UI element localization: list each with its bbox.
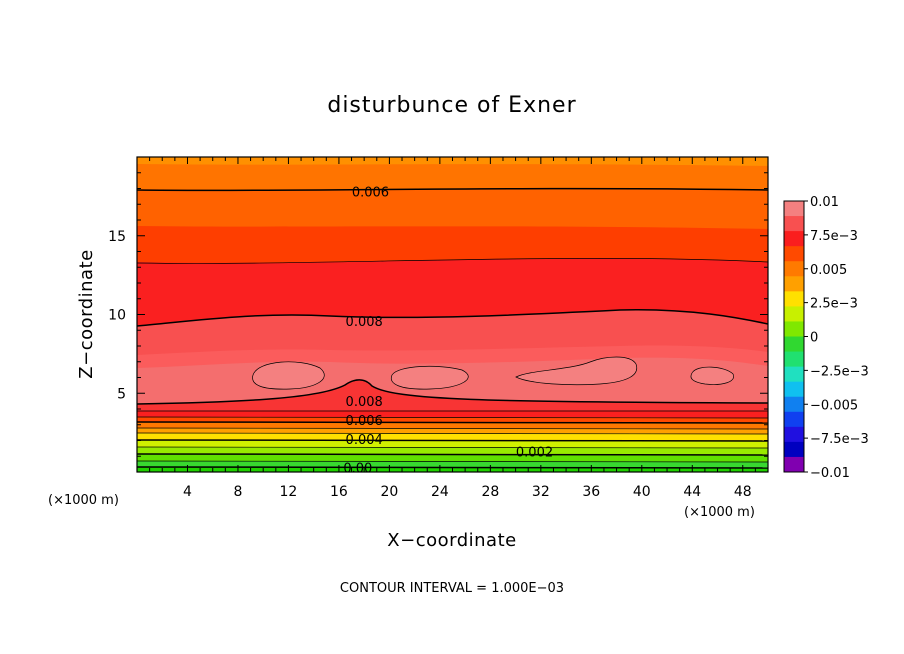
x-tick-label: 8 [233, 484, 242, 500]
colorbar-swatch [784, 336, 804, 353]
colorbar-swatch [784, 216, 804, 232]
colorbar-label: 0.01 [810, 195, 839, 210]
colorbar-label: 0.005 [810, 263, 847, 278]
colorbar-swatch [784, 291, 804, 307]
x-tick-label: 40 [633, 484, 651, 500]
colorbar-swatch [784, 396, 804, 413]
colorbar-swatch [784, 456, 804, 473]
x-unit-label-left: (×1000 m) [48, 493, 119, 508]
colorbar-label: 2.5e−3 [810, 297, 858, 312]
x-tick-label: 44 [683, 484, 701, 500]
y-tick-label: 15 [108, 229, 126, 245]
contour-line [515, 356, 638, 386]
contour-interval-note: CONTOUR INTERVAL = 1.000E−03 [340, 581, 564, 596]
colorbar-swatch [784, 246, 804, 262]
contour-label: 0.002 [516, 446, 553, 461]
contour-line [137, 466, 768, 469]
colorbar-swatch [784, 201, 804, 217]
x-axis-label: X−coordinate [387, 530, 516, 551]
x-tick-labels: 4 8 12 16 20 24 28 32 36 40 44 48 [183, 484, 752, 500]
x-tick-label: 24 [431, 484, 449, 500]
chart-title: disturbunce of Exner [327, 93, 576, 118]
y-tick-labels: 5 10 15 [108, 229, 126, 403]
fill-blob [252, 361, 325, 390]
contour-fill-field: 0.006 0.008 0.008 0.006 0.004 0.002 0.00 [137, 157, 768, 476]
contour-label: 0.006 [346, 414, 383, 429]
contour-line [690, 366, 734, 385]
contour-label: 0.008 [346, 395, 383, 410]
x-tick-label: 12 [280, 484, 298, 500]
colorbar-swatch [784, 441, 804, 458]
contour-line [137, 187, 768, 192]
fill-blob [391, 366, 469, 390]
colorbar-label: −0.01 [810, 466, 850, 481]
contour-line [137, 308, 768, 327]
colorbar-swatch [784, 306, 804, 322]
contour-line [137, 421, 768, 424]
contour-line [137, 257, 768, 264]
colorbar-swatch [784, 276, 804, 292]
colorbar-swatch [784, 231, 804, 247]
colorbar [783, 200, 805, 473]
contour-label: 0.004 [346, 433, 383, 448]
y-tick-label: 10 [108, 308, 126, 324]
axis-ticks [137, 157, 768, 472]
fill-blob [516, 357, 637, 385]
contour-line [137, 453, 768, 456]
y-tick-label: 5 [117, 386, 126, 402]
fill-blob [690, 367, 734, 385]
colorbar-swatch [784, 261, 804, 277]
colorbar-swatch [784, 366, 804, 383]
colorbar-label: 0 [810, 331, 818, 346]
y-axis-label: Z−coordinate [76, 249, 97, 378]
colorbar-labels: 0.01 7.5e−3 0.005 2.5e−3 0 −2.5e−3 −0.005 −7.5e… [804, 195, 869, 481]
colorbar-label: 7.5e−3 [810, 229, 858, 244]
x-tick-label: 32 [532, 484, 550, 500]
colorbar-label: −7.5e−3 [810, 432, 869, 447]
x-tick-label: 4 [183, 484, 192, 500]
colorbar-swatch [784, 321, 804, 337]
x-tick-label: 36 [582, 484, 600, 500]
contour-line [390, 365, 469, 390]
colorbar-swatch [784, 381, 804, 398]
x-tick-label: 28 [481, 484, 499, 500]
x-tick-label: 16 [330, 484, 348, 500]
contour-label: 0.00 [343, 461, 372, 476]
colorbar-swatch [784, 351, 804, 368]
contour-label-group: 0.006 0.008 0.008 0.006 0.004 0.002 0.00 [343, 186, 553, 476]
colorbar-swatch [784, 426, 804, 443]
x-tick-label: 48 [734, 484, 752, 500]
colorbar-label: −0.005 [810, 398, 858, 413]
colorbar-swatch [784, 411, 804, 428]
contour-label: 0.006 [352, 186, 389, 201]
colorbar-label: −2.5e−3 [810, 364, 869, 379]
contour-line [137, 379, 768, 405]
contour-line [252, 361, 325, 390]
contour-label: 0.008 [346, 315, 383, 330]
x-tick-label: 20 [380, 484, 398, 500]
contour-line [137, 439, 768, 442]
x-unit-label-right: (×1000 m) [684, 505, 755, 520]
